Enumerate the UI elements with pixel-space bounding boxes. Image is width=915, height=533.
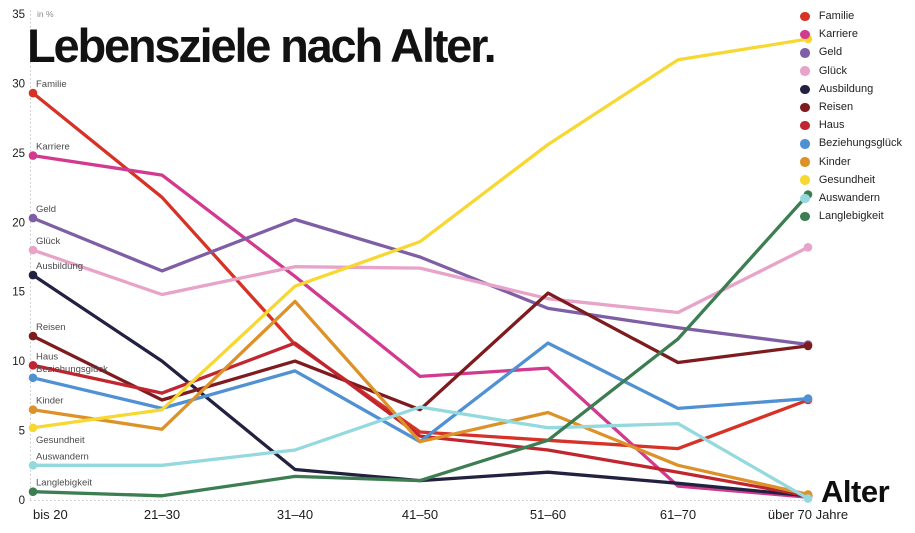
legend-label: Haus (818, 119, 845, 132)
y-axis-unit-label: in % (37, 9, 54, 19)
y-tick-label: 5 (19, 426, 25, 438)
legend-swatch-icon (800, 211, 810, 222)
x-axis-title: Alter (821, 474, 890, 509)
series-line-langlebigkeit (31, 192, 810, 498)
x-category-label-51-60: 51–60 (530, 507, 566, 522)
legend-label: Glück (818, 64, 847, 77)
x-category-label-41-50: 41–50 (402, 507, 438, 522)
legend-swatch-icon (800, 84, 810, 94)
legend-swatch-icon (800, 193, 810, 204)
series-endpoint-kinder (28, 405, 38, 415)
series-line-auswandern (31, 405, 810, 501)
y-tick-label: 0 (19, 495, 25, 507)
series-endpoint-auswandern (28, 461, 38, 470)
legend-item-gesundheit: Gesundheit (800, 173, 902, 186)
series-label-gesundheit: Gesundheit (36, 435, 85, 446)
legend-item-gl-ck: Glück (800, 64, 902, 77)
legend-item-reisen: Reisen (800, 100, 902, 113)
legend-swatch-icon (800, 11, 810, 22)
series-line-gl-ck (31, 245, 810, 315)
series-endpoint-auswandern (803, 494, 813, 503)
legend-item-auswandern: Auswandern (800, 191, 902, 204)
legend-label: Kinder (818, 155, 851, 168)
series-endpoint-beziehungsgl-ck (28, 373, 38, 383)
series-label-beziehungsgl-ck: Beziehungsglück (36, 364, 108, 375)
series-label-karriere: Karriere (36, 142, 70, 153)
series-endpoint-ausbildung (28, 270, 38, 280)
series-line-kinder (31, 299, 810, 497)
legend-label: Auswandern (818, 191, 880, 204)
legend-item-beziehungsgl-ck: Beziehungsglück (800, 138, 902, 149)
legend-label: Gesundheit (818, 173, 876, 186)
series-label-haus: Haus (36, 351, 58, 362)
series-label-gl-ck: Glück (36, 236, 61, 247)
y-tick-label: 10 (12, 356, 25, 368)
legend-swatch-icon (800, 139, 810, 149)
x-category-label-bis-20: bis 20 (33, 507, 68, 522)
x-category-label-61-70: 61–70 (660, 507, 696, 522)
legend-label: Reisen (818, 100, 854, 113)
legend-item-langlebigkeit: Langlebigkeit (800, 211, 902, 222)
y-tick-label: 15 (12, 287, 25, 299)
series-label-reisen: Reisen (36, 322, 66, 333)
x-category-label-21-30: 21–30 (144, 507, 180, 522)
legend-item-familie: Familie (800, 11, 902, 22)
legend-swatch-icon (800, 102, 810, 113)
series-label-ausbildung: Ausbildung (36, 261, 83, 272)
legend-swatch-icon (800, 120, 810, 131)
y-tick-label: 20 (12, 217, 25, 229)
series-line-reisen (31, 291, 810, 412)
series-endpoint-langlebigkeit (28, 487, 38, 497)
series-endpoint-geld (28, 213, 38, 223)
series-line-haus (31, 341, 810, 498)
series-line-familie (31, 91, 810, 451)
y-tick-label: 35 (12, 9, 25, 21)
y-tick-label: 25 (12, 148, 25, 160)
legend-label: Karriere (818, 28, 858, 41)
legend-swatch-icon (800, 175, 810, 185)
legend-item-karriere: Karriere (800, 29, 902, 40)
page-title: Lebensziele nach Alter. (27, 19, 497, 72)
series-endpoint-karriere (28, 151, 38, 160)
legend-item-geld: Geld (800, 47, 902, 58)
legend-item-kinder: Kinder (800, 155, 902, 168)
legend-item-haus: Haus (800, 120, 902, 131)
series-label-geld: Geld (36, 204, 56, 215)
series-endpoint-beziehungsgl-ck (803, 394, 813, 403)
legend-swatch-icon (800, 29, 810, 40)
series-endpoint-reisen (28, 331, 38, 341)
series-endpoint-haus (28, 361, 38, 370)
series-endpoint-gesundheit (28, 423, 38, 433)
legend-label: Geld (818, 46, 843, 59)
series-label-auswandern: Auswandern (36, 451, 89, 462)
series-endpoint-gl-ck (803, 243, 813, 252)
legend-item-ausbildung: Ausbildung (800, 82, 902, 95)
legend-swatch-icon (800, 48, 810, 58)
legend-label: Beziehungsglück (818, 137, 902, 150)
series-endpoint-familie (28, 88, 38, 98)
series-line-karriere (31, 153, 810, 499)
series-endpoint-reisen (803, 341, 813, 351)
y-tick-label: 30 (12, 78, 25, 90)
series-line-ausbildung (31, 273, 810, 498)
legend-label: Langlebigkeit (818, 210, 884, 223)
legend-label: Familie (818, 10, 855, 22)
legend: Familie Karriere Geld Glück Ausbildung Reisen… (800, 11, 902, 222)
x-category-label-31-40: 31–40 (277, 507, 313, 522)
series-label-langlebigkeit: Langlebigkeit (36, 478, 92, 489)
x-category-label--ber-70-jahre: über 70 Jahre (768, 507, 848, 522)
series-line-geld (31, 216, 810, 347)
series-endpoint-gl-ck (28, 245, 38, 255)
series-label-familie: Familie (36, 79, 67, 90)
series-label-kinder: Kinder (36, 396, 63, 407)
legend-swatch-icon (800, 66, 810, 76)
legend-label: Ausbildung (818, 82, 874, 95)
legend-swatch-icon (800, 157, 810, 167)
series-line-gesundheit (31, 37, 810, 430)
